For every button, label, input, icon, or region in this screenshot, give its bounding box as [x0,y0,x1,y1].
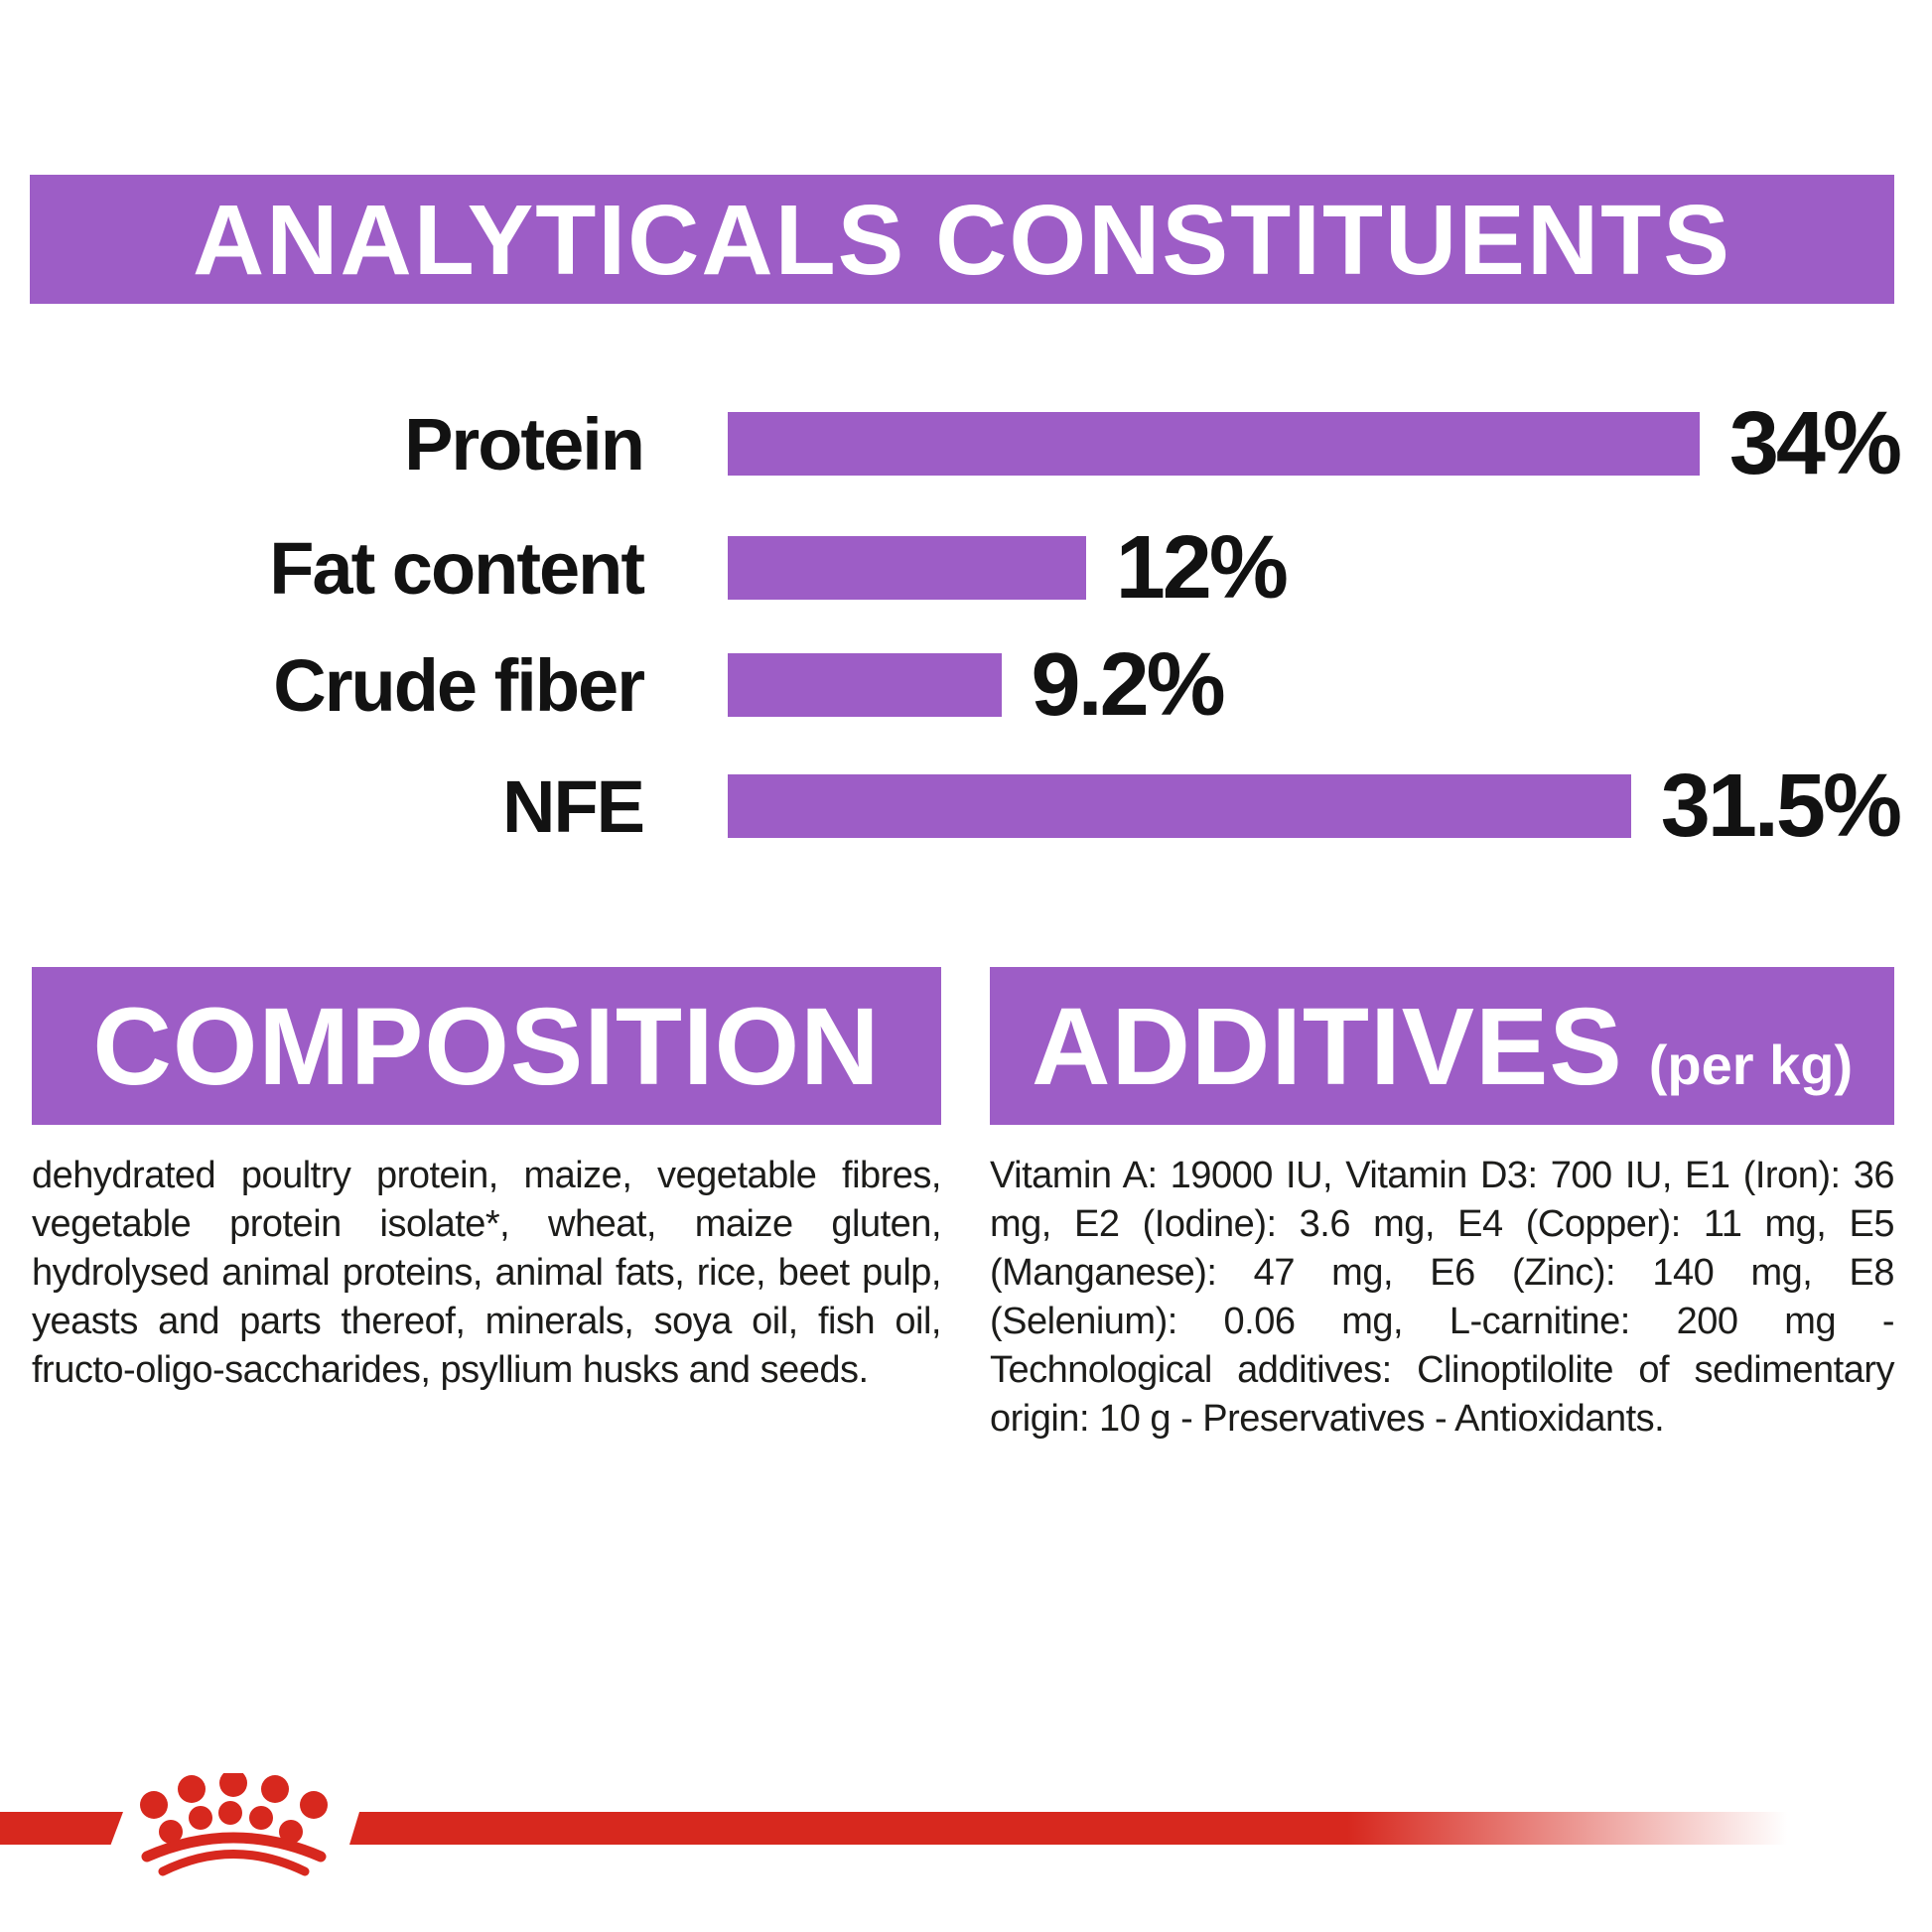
chart-row-nfe: NFE 31.5% [0,757,1932,856]
additives-banner: ADDITIVES (per kg) [990,967,1894,1125]
bar-track: 31.5% [728,757,1902,856]
bar-value-label: 34% [1728,393,1902,493]
chart-category-label: Protein [404,402,645,485]
analytical-constituents-banner: ANALYTICALS CONSTITUENTS [30,175,1894,304]
additives-body: Vitamin A: 19000 IU, Vitamin D3: 700 IU,… [990,1155,1895,1440]
bar-track: 12% [728,518,1899,618]
bar-value-label: 9.2% [1031,634,1226,735]
bar-fat-content [728,536,1086,600]
composition-title: COMPOSITION [92,986,881,1108]
chart-category-label: Fat content [269,526,645,610]
analytical-constituents-title: ANALYTICALS CONSTITUENTS [193,185,1731,296]
chart-row-protein: Protein 34% [0,394,1932,493]
additives-title: ADDITIVES [1032,986,1623,1108]
composition-banner: COMPOSITION [32,967,941,1125]
royal-canin-crown-logo-icon [140,1773,328,1876]
composition-body: dehydrated poultry protein, maize, veget… [32,1155,942,1391]
bar-nfe [728,774,1631,838]
chart-category-label: Crude fiber [273,643,645,727]
bar-protein [728,412,1700,476]
chart-category-label: NFE [502,764,645,848]
red-stripe-right [349,1812,1817,1845]
additives-unit-note: (per kg) [1648,1034,1854,1096]
bar-track: 9.2% [728,635,1899,735]
bar-value-label: 31.5% [1660,756,1902,856]
chart-row-crude-fiber: Crude fiber 9.2% [0,635,1932,735]
red-stripe-left [0,1812,123,1845]
bar-value-label: 12% [1115,517,1289,618]
bar-crude-fiber [728,653,1002,717]
bar-track: 34% [728,394,1902,493]
chart-row-fat-content: Fat content 12% [0,518,1932,618]
